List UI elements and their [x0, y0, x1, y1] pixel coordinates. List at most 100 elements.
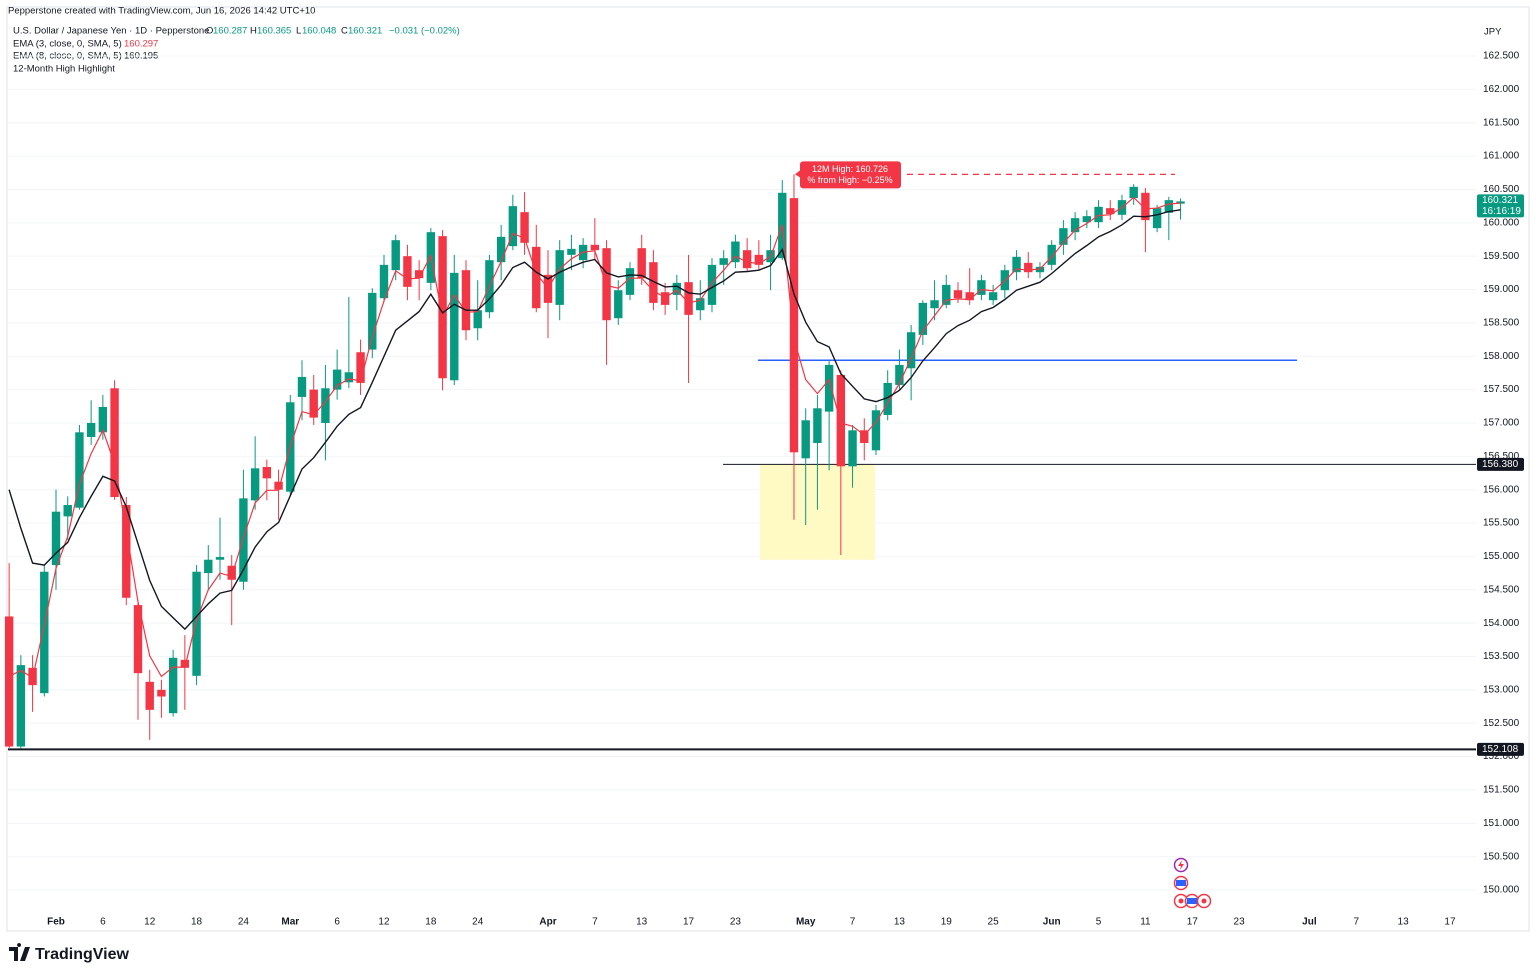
- candle-body: [672, 282, 682, 295]
- candle-body: [403, 256, 412, 287]
- x-tick-label: 23: [730, 917, 742, 928]
- y-tick-label: 156.500: [1483, 451, 1520, 462]
- candle-body: [414, 270, 424, 279]
- y-tick-label: 160.500: [1483, 184, 1520, 195]
- candle-body: [473, 310, 482, 329]
- x-tick-label: 6: [334, 917, 340, 928]
- y-tick-label: 161.000: [1483, 151, 1520, 162]
- countdown: 16:16:19: [1482, 206, 1521, 217]
- candle-body: [215, 557, 225, 560]
- candle-body: [1024, 262, 1033, 273]
- candle-body: [274, 481, 283, 490]
- candle-body: [321, 388, 330, 423]
- candle-body: [848, 430, 857, 467]
- candle-body: [461, 270, 471, 331]
- candle-body: [614, 290, 623, 319]
- candle-body: [719, 258, 728, 265]
- current-price-label: 160.321: [1482, 195, 1519, 206]
- x-tick-label: 11: [1140, 917, 1151, 928]
- candle-body: [98, 406, 108, 433]
- y-tick-label: 156.000: [1483, 484, 1520, 495]
- ohlc-label: H: [250, 26, 257, 37]
- x-tick-label: 12: [378, 917, 390, 928]
- candle-body: [1141, 192, 1150, 221]
- x-tick-label: 24: [472, 917, 484, 928]
- candle-body: [1059, 228, 1068, 245]
- x-tick-label: 7: [1353, 917, 1359, 928]
- ohlc-value: 160.048: [302, 26, 336, 37]
- candle-body: [965, 292, 974, 301]
- candle-body: [192, 571, 201, 676]
- x-tick-label: 23: [1234, 917, 1246, 928]
- legend-value: 160.297: [124, 39, 158, 50]
- x-tick-label: 17: [1187, 917, 1199, 928]
- price-tag: [1477, 742, 1524, 756]
- y-tick-label: 159.000: [1483, 284, 1520, 295]
- candle-body: [496, 236, 506, 263]
- candle-body: [906, 332, 916, 369]
- high-tooltip: [800, 161, 901, 189]
- candle-body: [520, 212, 529, 243]
- x-tick-label: 12: [144, 917, 156, 928]
- x-tick-label: 5: [1096, 917, 1102, 928]
- credit: Pepperstone created with TradingView.com…: [8, 6, 315, 17]
- logo-mark: [9, 943, 30, 961]
- candle-body: [122, 505, 131, 598]
- ohlc-label: L: [296, 26, 301, 37]
- candle-body: [1176, 201, 1185, 204]
- y-tick-label: 162.500: [1483, 51, 1520, 62]
- candle-body: [4, 616, 14, 747]
- candle-body: [16, 665, 26, 747]
- x-tick-label: 24: [238, 917, 250, 928]
- candle-body: [1164, 200, 1174, 213]
- candle-body: [40, 571, 49, 694]
- y-tick-label: 151.000: [1483, 818, 1520, 829]
- x-tick-label: 25: [988, 917, 1000, 928]
- x-tick-label: 6: [100, 917, 106, 928]
- high-tooltip-text: 12M High: 160.726: [812, 164, 888, 174]
- currency: JPY: [1484, 27, 1502, 38]
- price-tag: [1477, 457, 1524, 471]
- candle-body: [532, 246, 541, 309]
- candle-body: [168, 657, 178, 714]
- event-icons[interactable]: [1173, 857, 1212, 909]
- y-tick-label: 150.500: [1483, 851, 1520, 862]
- candle-body: [918, 302, 928, 335]
- candle-body: [1047, 244, 1056, 265]
- candle-body: [133, 605, 143, 674]
- y-tick-label: 158.000: [1483, 351, 1520, 362]
- y-tick-label: 155.500: [1483, 518, 1520, 529]
- candle-body: [63, 505, 72, 517]
- x-tick-label: Jul: [1302, 917, 1317, 928]
- candle-body: [297, 376, 307, 397]
- candle-body: [344, 372, 354, 383]
- x-tick-label: 7: [850, 917, 856, 928]
- candle-body: [1012, 256, 1021, 273]
- ohlc-label: O: [206, 26, 213, 37]
- candle-body: [860, 430, 869, 443]
- y-tick-label: 150.000: [1483, 885, 1520, 896]
- candle-body: [1106, 208, 1115, 215]
- x-tick-label: 13: [1398, 917, 1410, 928]
- event-icon-glyph: [1187, 898, 1197, 904]
- candle-body: [309, 389, 318, 418]
- candle-body: [227, 565, 236, 580]
- candle-body: [145, 681, 154, 710]
- x-tick-label: Feb: [47, 917, 65, 928]
- candle-body: [590, 244, 600, 251]
- x-tick-label: May: [796, 917, 816, 928]
- candle-body: [438, 236, 447, 379]
- event-icon-glyph: [1178, 860, 1184, 870]
- x-tick-label: 19: [941, 917, 953, 928]
- x-tick-label: 17: [683, 917, 695, 928]
- candle-body: [250, 468, 260, 501]
- y-tick-label: 151.500: [1483, 785, 1520, 796]
- candle-body: [649, 262, 658, 303]
- y-tick-label: 154.500: [1483, 584, 1520, 595]
- x-tick-label: 18: [191, 917, 203, 928]
- candle-body: [789, 198, 799, 453]
- logo[interactable]: TradingView: [9, 943, 130, 963]
- ohlc-value: 160.365: [257, 26, 291, 37]
